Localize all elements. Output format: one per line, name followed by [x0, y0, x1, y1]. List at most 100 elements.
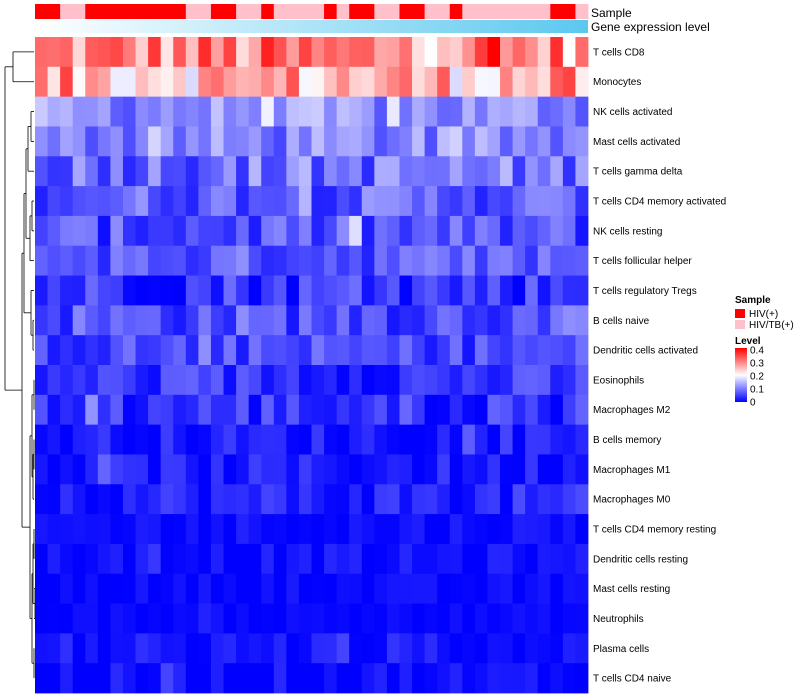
heatmap-cell — [35, 424, 48, 455]
heatmap-cell — [185, 37, 199, 68]
sample-annotation-cell — [286, 4, 300, 19]
heatmap-cell — [487, 424, 501, 455]
heatmap-cell — [336, 365, 350, 396]
heatmap-cell — [148, 484, 162, 515]
heatmap-cell — [97, 454, 111, 485]
sample-annotation-cell — [198, 4, 212, 19]
heatmap-cell — [575, 245, 589, 276]
heatmap-cell — [311, 66, 325, 98]
heatmap-cell — [236, 96, 250, 127]
heatmap-cell — [60, 514, 74, 545]
heatmap-cell — [399, 454, 413, 485]
heatmap-cell — [122, 484, 136, 515]
heatmap-cell — [223, 424, 237, 455]
heatmap-cell — [148, 96, 162, 127]
heatmap-cell — [449, 454, 463, 485]
heatmap-cell — [236, 66, 250, 98]
heatmap-cell — [198, 394, 212, 426]
heatmap-cell — [487, 573, 501, 604]
heatmap-cell — [525, 37, 539, 68]
heatmap-cell — [437, 514, 451, 545]
heatmap-cell — [374, 633, 388, 664]
heatmap-cell — [72, 573, 86, 604]
heatmap-cell — [286, 633, 300, 664]
row-label: T cells CD4 memory activated — [593, 197, 726, 208]
sample-annotation-cell — [60, 4, 74, 19]
heatmap-cell — [72, 633, 86, 664]
legend-sample-swatch — [735, 309, 745, 318]
heatmap-cell — [248, 394, 262, 426]
heatmap-cell — [500, 424, 513, 455]
heatmap-cell — [349, 37, 363, 68]
heatmap-cell — [122, 96, 136, 127]
heatmap-cell — [273, 335, 287, 366]
heatmap-cell — [261, 365, 275, 396]
heatmap-cell — [173, 573, 187, 604]
heatmap-cell — [386, 305, 400, 336]
legend-sample-swatch — [735, 320, 745, 329]
heatmap-cell — [148, 186, 162, 217]
heatmap-cell — [236, 275, 250, 306]
heatmap-cell — [72, 454, 86, 485]
heatmap-cell — [487, 484, 501, 515]
heatmap-cell — [160, 514, 174, 545]
heatmap-cell — [261, 275, 275, 306]
heatmap-cell — [223, 573, 237, 604]
heatmap-cell — [97, 245, 111, 276]
heatmap-cell — [72, 275, 86, 306]
heatmap-cell — [386, 424, 400, 455]
heatmap-cell — [210, 365, 224, 396]
heatmap-cell — [148, 156, 162, 187]
heatmap-cell — [122, 156, 136, 187]
heatmap-cell — [298, 245, 312, 276]
heatmap-cell — [248, 573, 262, 604]
heatmap-cell — [35, 215, 48, 247]
heatmap-cell — [474, 126, 488, 157]
heatmap-cell — [122, 275, 136, 306]
legend-level-tick: 0.2 — [750, 372, 764, 383]
heatmap-cell — [449, 514, 463, 545]
heatmap-cell — [198, 305, 212, 336]
heatmap-cell — [210, 156, 224, 187]
heatmap-cell — [575, 156, 589, 187]
heatmap-cell — [412, 454, 426, 485]
heatmap-cell — [261, 96, 275, 127]
heatmap-cell — [424, 603, 438, 634]
heatmap-cell — [361, 275, 375, 306]
heatmap-cell — [449, 156, 463, 187]
heatmap-cell — [474, 66, 488, 98]
heatmap-cell — [462, 305, 476, 336]
heatmap-cell — [286, 186, 300, 217]
heatmap-cell — [487, 66, 501, 98]
sample-annotation-cell — [97, 4, 111, 19]
heatmap-cell — [349, 275, 363, 306]
row-label: Mast cells resting — [593, 584, 670, 595]
heatmap-cell — [512, 633, 526, 664]
heatmap-cell — [462, 633, 476, 664]
heatmap-cell — [35, 365, 48, 396]
heatmap-cell — [512, 156, 526, 187]
heatmap-cell — [35, 186, 48, 217]
heatmap-cell — [399, 335, 413, 366]
heatmap-cell — [550, 186, 564, 217]
heatmap-cell — [374, 275, 388, 306]
heatmap-cell — [537, 96, 551, 127]
row-label: Eosinophils — [593, 375, 644, 386]
heatmap-cell — [324, 156, 338, 187]
heatmap-cell — [160, 37, 174, 68]
heatmap-cell — [35, 156, 48, 187]
heatmap-cell — [500, 186, 513, 217]
heatmap-cell — [198, 573, 212, 604]
heatmap-cell — [248, 424, 262, 455]
heatmap-cell — [412, 37, 426, 68]
heatmap-cell — [537, 633, 551, 664]
heatmap-cell — [298, 573, 312, 604]
heatmap-cell — [273, 156, 287, 187]
sample-annotation-cell — [110, 4, 124, 19]
heatmap-cell — [437, 365, 451, 396]
heatmap-cell — [261, 186, 275, 217]
heatmap-cell — [361, 663, 375, 694]
heatmap-cell — [85, 514, 99, 545]
heatmap-cell — [47, 275, 61, 306]
heatmap-cell — [298, 335, 312, 366]
